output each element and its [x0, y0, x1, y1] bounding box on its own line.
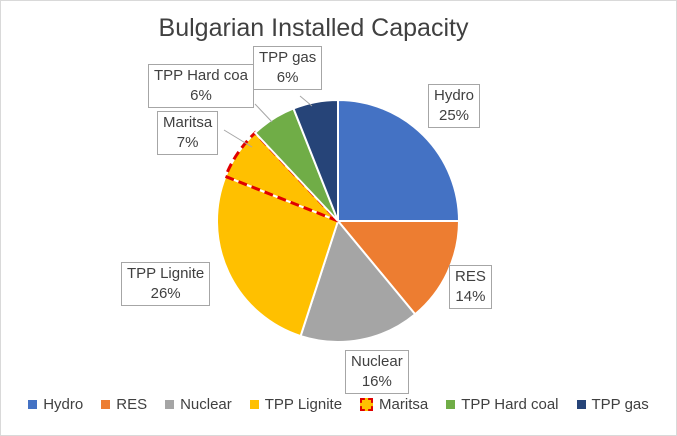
- data-label-name: Maritsa: [163, 114, 213, 131]
- legend-swatch: [165, 400, 175, 409]
- legend-label: TPP Lignite: [264, 396, 343, 413]
- legend-item-nuclear: Nuclear: [165, 396, 232, 413]
- chart-title: Bulgarian Installed Capacity: [158, 14, 469, 42]
- legend-swatch: [28, 400, 38, 409]
- data-label-name: TPP gas: [259, 49, 317, 66]
- data-label-value: 14%: [455, 288, 486, 305]
- data-label-maritsa: Maritsa 7%: [157, 111, 219, 155]
- legend-swatch: [360, 398, 374, 411]
- legend-label: RES: [116, 396, 148, 413]
- data-label-name: TPP Hard coa: [154, 67, 248, 84]
- legend-item-maritsa: Maritsa: [360, 396, 428, 413]
- data-label-res: RES 14%: [449, 265, 492, 309]
- legend-swatch: [576, 400, 586, 409]
- legend-label: Nuclear: [180, 396, 232, 413]
- pie-slice-nuclear: [299, 218, 417, 343]
- legend-item-res: RES: [101, 396, 147, 413]
- legend-label: TPP Hard coal: [461, 396, 559, 413]
- data-label-value: 25%: [438, 107, 470, 124]
- legend-item-tpp-hard-coal: TPP Hard coal: [446, 396, 559, 413]
- pie-slice-tpp-lignite: [216, 175, 340, 338]
- legend-label: TPP gas: [591, 396, 649, 413]
- legend: Hydro RES Nuclear TPP Lignite Maritsa TPP Har…: [0, 396, 677, 413]
- data-label-name: TPP Lignite: [127, 265, 205, 282]
- data-label-value: 26%: [150, 285, 181, 302]
- data-label-name: RES: [455, 268, 486, 285]
- data-label-name: Hydro: [434, 87, 475, 104]
- data-label-tpp-lignite: TPP Lignite 26%: [121, 262, 211, 306]
- leader-line-tpp-hard-coal: [254, 103, 273, 123]
- data-label-value: 7%: [176, 134, 199, 151]
- data-label-value: 6%: [276, 69, 299, 86]
- legend-item-hydro: Hydro: [28, 396, 83, 413]
- data-label-name: Nuclear: [351, 353, 403, 370]
- legend-swatch: [446, 400, 456, 409]
- data-label-tpp-gas: TPP gas 6%: [253, 46, 323, 90]
- data-label-value: 16%: [361, 373, 392, 390]
- pie-slice-hydro: [337, 98, 461, 222]
- data-label-tpp-hard-coal: TPP Hard coa 6%: [148, 64, 254, 108]
- pie-slice-res: [335, 220, 461, 316]
- legend-label: Hydro: [43, 396, 84, 413]
- legend-label: Maritsa: [379, 396, 429, 413]
- data-label-hydro: Hydro 25%: [428, 84, 481, 128]
- data-label-value: 6%: [190, 87, 212, 104]
- legend-swatch: [101, 400, 111, 409]
- legend-swatch: [249, 400, 259, 409]
- leader-line-tpp-gas: [299, 95, 313, 107]
- legend-item-tpp-gas: TPP gas: [576, 396, 649, 413]
- data-label-nuclear: Nuclear 16%: [345, 350, 409, 394]
- legend-item-tpp-lignite: TPP Lignite: [249, 396, 343, 413]
- pie-slice-tpp-gas: [292, 98, 339, 222]
- leader-line-maritsa: [223, 129, 253, 148]
